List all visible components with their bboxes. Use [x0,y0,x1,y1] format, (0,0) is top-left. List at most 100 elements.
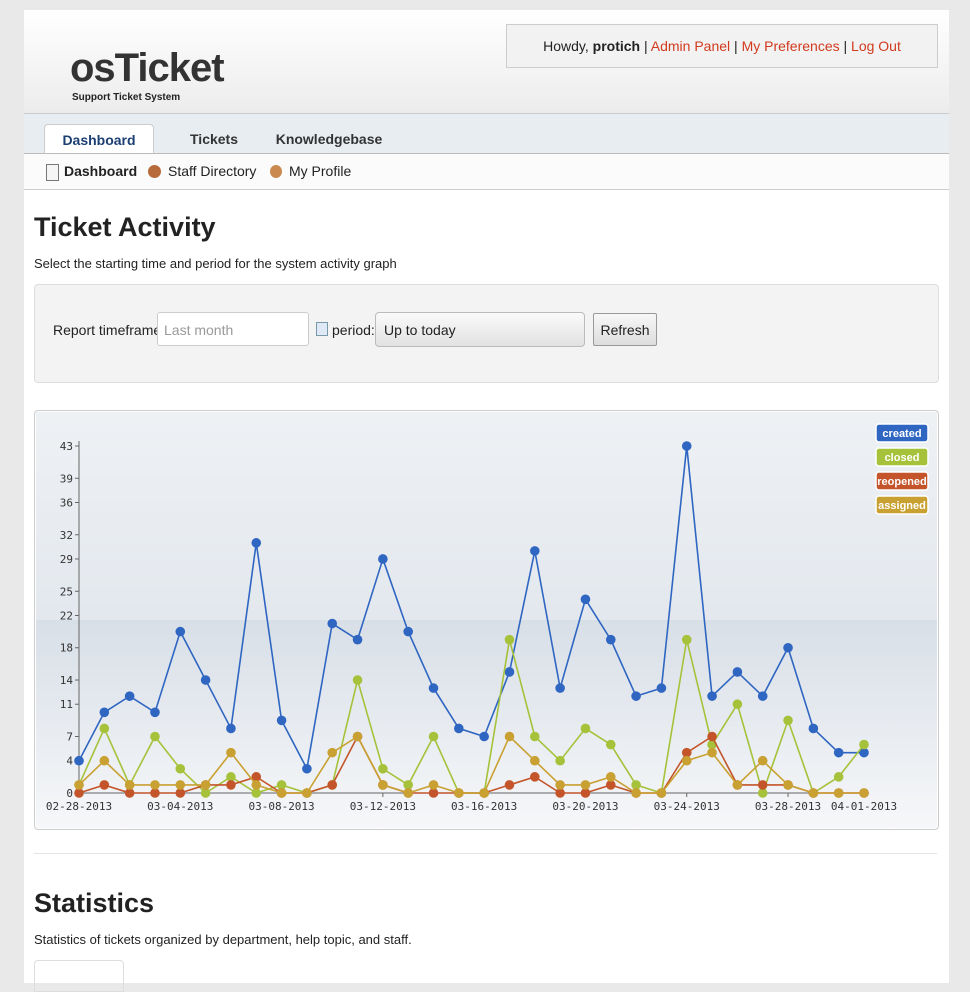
data-point [226,780,236,790]
data-point [859,747,869,758]
data-point [403,780,413,790]
data-point [352,634,363,645]
sub-nav-item[interactable]: My Profile [289,163,352,179]
data-point [276,780,287,790]
y-tick-label: 36 [60,496,73,509]
x-tick-label: 03-04-2013 [147,800,213,813]
preferences-link[interactable]: My Preferences [741,38,840,54]
data-point [124,788,135,798]
icon [148,165,161,178]
data-point [200,788,211,798]
data-point [757,691,768,701]
data-point [327,618,338,629]
y-tick-label: 25 [60,585,73,598]
data-point [74,755,84,766]
stats-tab[interactable] [34,960,124,992]
refresh-button[interactable]: Refresh [593,313,657,346]
x-tick-label: 03-08-2013 [248,800,314,813]
data-point [707,691,717,701]
tagline: Support Ticket System [72,92,181,103]
y-tick-label: 29 [60,553,73,566]
logout-link[interactable]: Log Out [851,38,901,54]
data-point [605,780,616,790]
series-line [78,445,864,772]
data-point [757,755,768,766]
data-point [833,772,844,782]
data-point [707,731,717,742]
calendar-icon[interactable] [316,322,328,336]
legend-swatch [875,423,929,443]
y-tick-label: 18 [60,642,73,655]
data-point [428,780,439,790]
data-point [428,788,439,798]
data-point [681,747,692,758]
y-tick-label: 4 [66,755,73,768]
data-point [226,747,236,758]
sub-nav-item[interactable]: Staff Directory [168,163,257,179]
filter-form: Report timeframe: Last month period: Up … [34,284,939,383]
data-point [378,554,388,564]
data-point [808,788,819,798]
tab-bar: Dashboard Tickets Knowledgebase [24,113,949,155]
y-tick-label: 32 [60,529,73,542]
data-point [605,634,616,645]
data-point [99,755,110,766]
data-point [251,788,262,798]
data-point [783,642,793,653]
date-input[interactable]: Last month [157,312,309,346]
data-point [833,788,844,798]
tab[interactable]: Knowledgebase [275,131,383,147]
section-description: Select the starting time and period for … [34,256,397,271]
y-tick-label: 7 [66,731,73,744]
data-point [631,780,641,790]
data-point [530,546,540,556]
tab[interactable]: Tickets [190,131,238,147]
chart-panel: 0 4 7 11 14 18 22 25 29 32 36 39 43 02-28-2013 03-04-2… [34,410,939,830]
label: period: [332,322,375,338]
logo[interactable]: osTicket [70,46,225,90]
data-point [428,731,439,742]
y-tick-label: 0 [66,787,73,800]
data-point [859,739,869,750]
data-point [504,667,515,677]
sub-nav: Dashboard Staff Directory My Profile [24,153,949,190]
data-point [504,780,515,790]
data-point [681,634,692,645]
data-point [302,763,312,774]
data-point [530,772,540,782]
data-point [352,675,363,685]
data-point [251,772,262,782]
data-point [378,780,388,790]
data-point [631,691,641,701]
x-tick-label: 04-01-2013 [831,800,897,813]
data-point [251,780,262,790]
data-point [656,683,667,693]
admin-link[interactable]: Admin Panel [650,38,731,54]
data-point [732,667,743,677]
data-point [327,747,338,758]
data-point [757,788,768,798]
header: osTicket Support Ticket System Howdy, pr… [24,10,949,113]
data-point [580,723,591,734]
data-point [124,780,135,790]
divider [34,853,937,854]
legend-label: closed [885,452,920,464]
period-select[interactable]: Up to today [375,312,585,347]
section-description: Statistics of tickets organized by depar… [34,932,412,947]
tab[interactable]: Dashboard [44,124,154,155]
x-tick-label: 03-24-2013 [654,800,720,813]
data-point [504,731,515,742]
label: Report timeframe: [53,322,166,338]
data-point [327,780,338,790]
icon [46,164,59,181]
data-point [681,441,692,451]
username: protich [592,38,641,54]
data-point [226,723,236,734]
data-point [555,755,565,766]
data-point [175,626,186,637]
data-point [631,788,641,798]
data-point [378,763,388,774]
data-point [428,683,439,693]
sub-nav-item[interactable]: Dashboard [64,163,138,179]
data-point [175,780,186,790]
